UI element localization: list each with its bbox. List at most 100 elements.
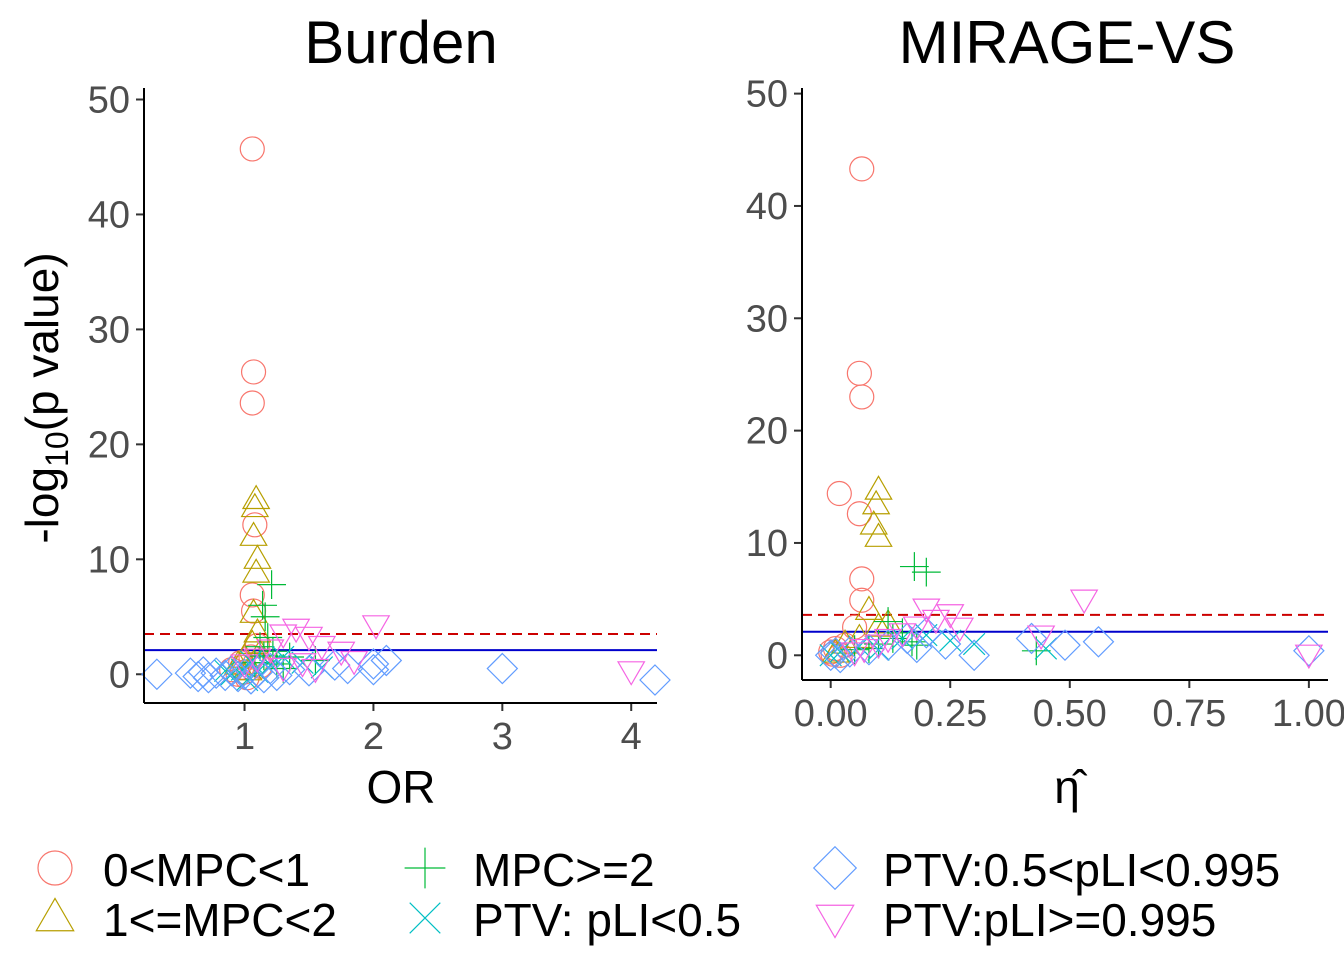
legend-item-mpc01: 0<MPC<1	[37, 844, 310, 896]
x-tick-label: 3	[492, 716, 513, 758]
legend-item-mpc2: MPC>=2	[404, 844, 655, 896]
data-point-mpc12	[239, 598, 268, 623]
data-point-ptv_high	[888, 623, 917, 648]
data-point-ptv_mid	[639, 664, 671, 696]
data-point-mpc01	[240, 359, 267, 385]
data-point-mpc01	[239, 136, 265, 162]
data-point-ptv_high	[307, 635, 337, 661]
data-point-mpc01	[846, 360, 872, 386]
legend-label: MPC>=2	[473, 844, 655, 896]
mirage-x-axis-title: η̂	[1054, 761, 1088, 813]
data-point-mpc01	[242, 512, 268, 538]
x-tick-label: 0.50	[1033, 693, 1107, 735]
data-point-ptv_high	[849, 638, 879, 664]
x-tick-label: 2	[363, 716, 384, 758]
data-point-ptv_low	[213, 659, 237, 683]
data-point-mpc12	[241, 484, 271, 510]
mirage-x-ticks: 0.00 0.25 0.50 0.75 1.00	[794, 680, 1344, 735]
data-point-ptv_high	[294, 626, 324, 652]
data-point-mpc01	[239, 390, 265, 416]
burden-threshold-lines	[144, 633, 657, 652]
data-point-ptv_mid	[853, 633, 885, 666]
data-point-ptv_mid	[833, 636, 866, 668]
data-point-mpc2	[275, 642, 305, 672]
data-point-ptv_high	[256, 639, 285, 664]
data-point-ptv_high	[1026, 625, 1056, 651]
data-point-ptv_low	[891, 627, 914, 650]
data-point-ptv_mid	[209, 659, 242, 692]
data-point-ptv_high	[268, 657, 298, 683]
data-point-ptv_mid	[293, 654, 325, 687]
data-point-mpc12	[861, 489, 891, 515]
data-point-mpc01	[849, 587, 875, 613]
data-point-ptv_mid	[228, 658, 261, 691]
data-point-ptv_mid	[174, 657, 207, 689]
data-point-ptv_high	[281, 618, 311, 644]
data-point-mpc12	[864, 475, 893, 500]
data-point-ptv_high	[361, 615, 391, 640]
data-point-ptv_mid	[260, 659, 293, 692]
data-point-ptv_mid	[910, 616, 943, 649]
burden-points	[141, 136, 671, 696]
data-point-ptv_low	[271, 645, 295, 669]
x-tick-label: 4	[621, 716, 642, 758]
data-point-mpc2	[250, 602, 280, 632]
y-tick-label: 50	[88, 79, 130, 121]
y-axis-title-pre: -log	[16, 467, 68, 544]
legend-symbol-ptv_low	[409, 902, 441, 934]
mirage-vs-title: MIRAGE-VS	[899, 9, 1236, 76]
data-point-ptv_high	[616, 661, 646, 686]
data-point-mpc12	[239, 521, 268, 546]
x-tick-label: 1.00	[1272, 693, 1344, 735]
y-axis-title-subscript: 10	[39, 431, 75, 467]
data-point-ptv_mid	[900, 631, 933, 664]
data-point-ptv_high	[873, 628, 903, 654]
burden-x-axis-title: OR	[367, 761, 436, 813]
legend-symbol-mpc12	[35, 897, 75, 932]
y-tick-label: 10	[746, 523, 788, 565]
burden-y-ticks: 0 10 20 30 40 50	[88, 79, 144, 696]
data-point-ptv_mid	[1015, 622, 1048, 655]
data-point-mpc2	[899, 552, 929, 581]
y-tick-label: 0	[767, 635, 788, 677]
data-point-mpc2	[854, 634, 884, 663]
y-tick-label: 20	[746, 411, 788, 453]
legend-item-ptv_low: PTV: pLI<0.5	[409, 894, 741, 946]
data-point-ptv_mid	[814, 639, 847, 672]
data-point-ptv_high	[935, 604, 965, 629]
data-point-ptv_mid	[370, 644, 403, 677]
data-point-ptv_high	[1294, 644, 1324, 670]
data-point-ptv_mid	[1293, 634, 1325, 667]
data-point-ptv_mid	[486, 652, 519, 685]
y-axis-title-post: (p value)	[16, 252, 68, 431]
legend-symbol-mpc2	[404, 847, 446, 889]
data-point-mpc12	[243, 617, 272, 643]
legend-label: 0<MPC<1	[103, 844, 310, 896]
y-tick-label: 30	[746, 298, 788, 340]
data-point-ptv_high	[268, 624, 298, 650]
data-point-ptv_high	[339, 650, 369, 676]
data-point-ptv_high	[1069, 589, 1099, 615]
data-point-ptv_mid	[357, 653, 390, 686]
legend-symbol-ptv_high	[815, 904, 855, 939]
data-point-ptv_high	[864, 634, 893, 660]
data-point-mpc12	[240, 492, 270, 518]
x-tick-label: 0.25	[913, 693, 987, 735]
data-point-ptv_mid	[141, 658, 173, 691]
data-point-ptv_high	[230, 654, 259, 679]
x-tick-label: 0.00	[794, 693, 868, 735]
data-point-ptv_high	[326, 641, 356, 667]
data-point-mpc01	[240, 598, 267, 624]
legend-label: PTV: pLI<0.5	[473, 894, 741, 946]
data-point-ptv_mid	[1049, 629, 1081, 662]
data-point-ptv_mid	[331, 652, 364, 685]
y-tick-label: 20	[88, 424, 130, 466]
legend-item-ptv_high: PTV:pLI>=0.995	[815, 894, 1216, 946]
data-point-mpc12	[854, 595, 884, 620]
data-point-ptv_low	[829, 640, 852, 664]
data-point-ptv_mid	[200, 657, 233, 689]
data-point-ptv_high	[243, 648, 272, 674]
x-tick-label: 0.75	[1152, 693, 1226, 735]
